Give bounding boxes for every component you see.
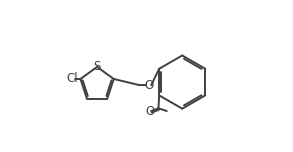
Text: Cl: Cl <box>66 73 78 85</box>
Text: O: O <box>145 105 154 117</box>
Text: S: S <box>93 60 101 73</box>
Text: O: O <box>144 79 154 92</box>
